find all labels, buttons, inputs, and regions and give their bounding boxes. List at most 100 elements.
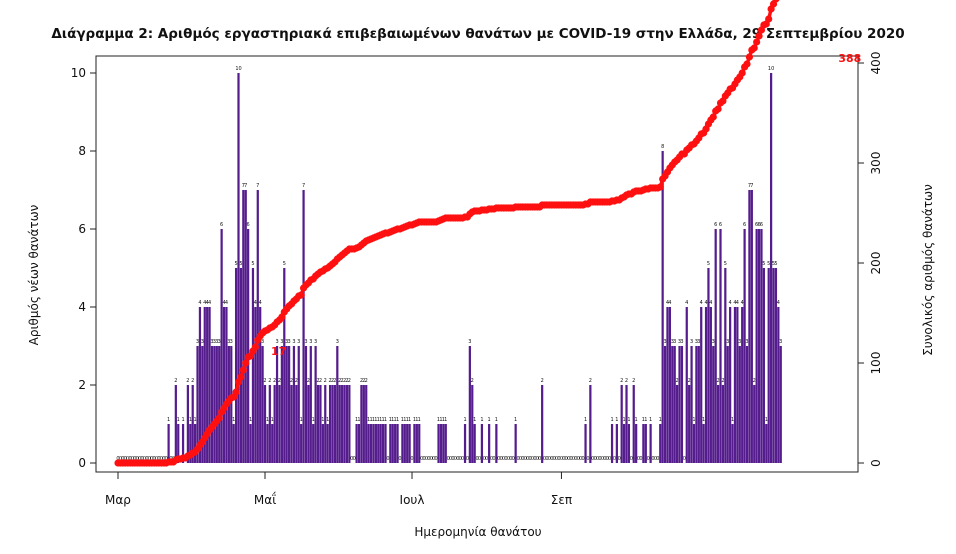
bar bbox=[772, 268, 775, 463]
bar-data-label: 1 bbox=[357, 417, 360, 423]
bar bbox=[729, 307, 732, 463]
bar bbox=[278, 385, 281, 463]
bar-data-label: 2 bbox=[316, 378, 319, 384]
bar-data-label: 3 bbox=[215, 339, 218, 345]
y-right-tick-label: 200 bbox=[869, 252, 883, 275]
bar-data-label: 3 bbox=[304, 339, 307, 345]
bar bbox=[615, 424, 618, 463]
bar-data-label: 3 bbox=[196, 339, 199, 345]
bar-data-label: 4 bbox=[225, 300, 228, 306]
bar bbox=[688, 385, 691, 463]
bar-data-label: 5 bbox=[707, 261, 710, 267]
bar-data-label: 3 bbox=[261, 339, 264, 345]
cumulative-point bbox=[745, 53, 754, 61]
bar-data-label: 0 bbox=[608, 456, 611, 462]
bar bbox=[726, 346, 729, 463]
bar-data-label: 1 bbox=[321, 417, 324, 423]
bar bbox=[704, 307, 708, 463]
bar-data-label: 4 bbox=[741, 300, 744, 306]
bar bbox=[249, 424, 252, 463]
bar-data-label: 6 bbox=[714, 222, 717, 228]
bar-data-label: 1 bbox=[463, 417, 466, 423]
bar bbox=[259, 307, 262, 463]
bar-data-label: 3 bbox=[673, 339, 676, 345]
bar-data-label: 1 bbox=[189, 417, 192, 423]
bar bbox=[191, 385, 194, 463]
bar-data-label: 3 bbox=[230, 339, 233, 345]
bar-data-label: 1 bbox=[177, 417, 180, 423]
bar-data-label: 2 bbox=[632, 378, 635, 384]
cumulative-point bbox=[297, 291, 305, 299]
bar bbox=[167, 424, 170, 463]
chart-title: Διάγραμμα 2: Αριθμός εργαστηριακά επιβεβ… bbox=[51, 26, 904, 42]
bar-data-label: 6 bbox=[220, 222, 223, 228]
bar-data-label: 0 bbox=[637, 456, 640, 462]
bar bbox=[622, 424, 626, 463]
bar-data-label: 10 bbox=[235, 66, 241, 72]
y-axis-label: Αριθμός νέων θανάτων bbox=[27, 204, 41, 345]
bar bbox=[174, 385, 177, 463]
bar-data-label: 1 bbox=[635, 417, 638, 423]
bar bbox=[381, 424, 385, 463]
bar-data-label: 4 bbox=[668, 300, 671, 306]
bar bbox=[307, 385, 310, 463]
bar-data-label: 0 bbox=[519, 456, 522, 462]
bar-data-label: 0 bbox=[353, 456, 356, 462]
bar-data-label: 4 bbox=[733, 300, 736, 306]
bar-data-label: 3 bbox=[280, 339, 283, 345]
bar-data-label: 1 bbox=[418, 417, 421, 423]
bar-data-label: 0 bbox=[618, 456, 621, 462]
bar-data-label: 1 bbox=[488, 417, 491, 423]
bar bbox=[762, 268, 765, 463]
bar bbox=[309, 346, 312, 463]
bar-data-label: 0 bbox=[606, 456, 609, 462]
bar bbox=[333, 385, 337, 463]
bar bbox=[372, 424, 375, 463]
bar bbox=[437, 424, 440, 463]
bar-data-label: 1 bbox=[644, 417, 647, 423]
bar-data-label: 0 bbox=[485, 456, 488, 462]
bar-data-label: 10 bbox=[768, 66, 774, 72]
bar bbox=[707, 268, 710, 463]
bar-data-label: 1 bbox=[379, 417, 382, 423]
bar-data-label: 0 bbox=[410, 456, 413, 462]
bar bbox=[644, 424, 647, 463]
bar-data-label: 1 bbox=[232, 417, 235, 423]
bar-data-label: 1 bbox=[765, 417, 768, 423]
bar-data-label: 5 bbox=[774, 261, 777, 267]
bar-data-label: 0 bbox=[138, 456, 141, 462]
bar bbox=[642, 424, 645, 463]
bar-data-label: 1 bbox=[659, 417, 662, 423]
bar-data-label: 0 bbox=[126, 456, 129, 462]
cumulative-point bbox=[772, 0, 780, 3]
cumulative-point bbox=[750, 44, 758, 52]
bar bbox=[230, 346, 233, 463]
bar-data-label: 0 bbox=[639, 456, 642, 462]
bar bbox=[514, 424, 517, 463]
y-tick-label: 4 bbox=[78, 300, 86, 314]
bar-data-label: 1 bbox=[649, 417, 652, 423]
bar-data-label: 1 bbox=[480, 417, 483, 423]
bar bbox=[659, 424, 662, 463]
bar-data-label: 3 bbox=[468, 339, 471, 345]
bar bbox=[731, 424, 734, 463]
bar-data-label: 3 bbox=[697, 339, 700, 345]
bar bbox=[649, 424, 652, 463]
bar-data-label: 3 bbox=[297, 339, 300, 345]
bar bbox=[208, 307, 211, 463]
bar-data-label: 0 bbox=[521, 456, 524, 462]
bar-data-label: 1 bbox=[326, 417, 329, 423]
bar-data-label: 0 bbox=[569, 456, 572, 462]
bar bbox=[232, 424, 235, 463]
bar-data-label: 5 bbox=[283, 261, 286, 267]
bar bbox=[635, 424, 638, 463]
bar-data-label: 0 bbox=[512, 456, 515, 462]
bar-data-label: 1 bbox=[623, 417, 626, 423]
bar-data-label: 0 bbox=[451, 456, 454, 462]
bar-data-label: 1 bbox=[615, 417, 618, 423]
bar-data-label: 2 bbox=[676, 378, 679, 384]
bar bbox=[721, 385, 725, 463]
bar-data-label: 2 bbox=[268, 378, 271, 384]
bar bbox=[697, 346, 700, 463]
bar-data-label: 0 bbox=[459, 456, 462, 462]
